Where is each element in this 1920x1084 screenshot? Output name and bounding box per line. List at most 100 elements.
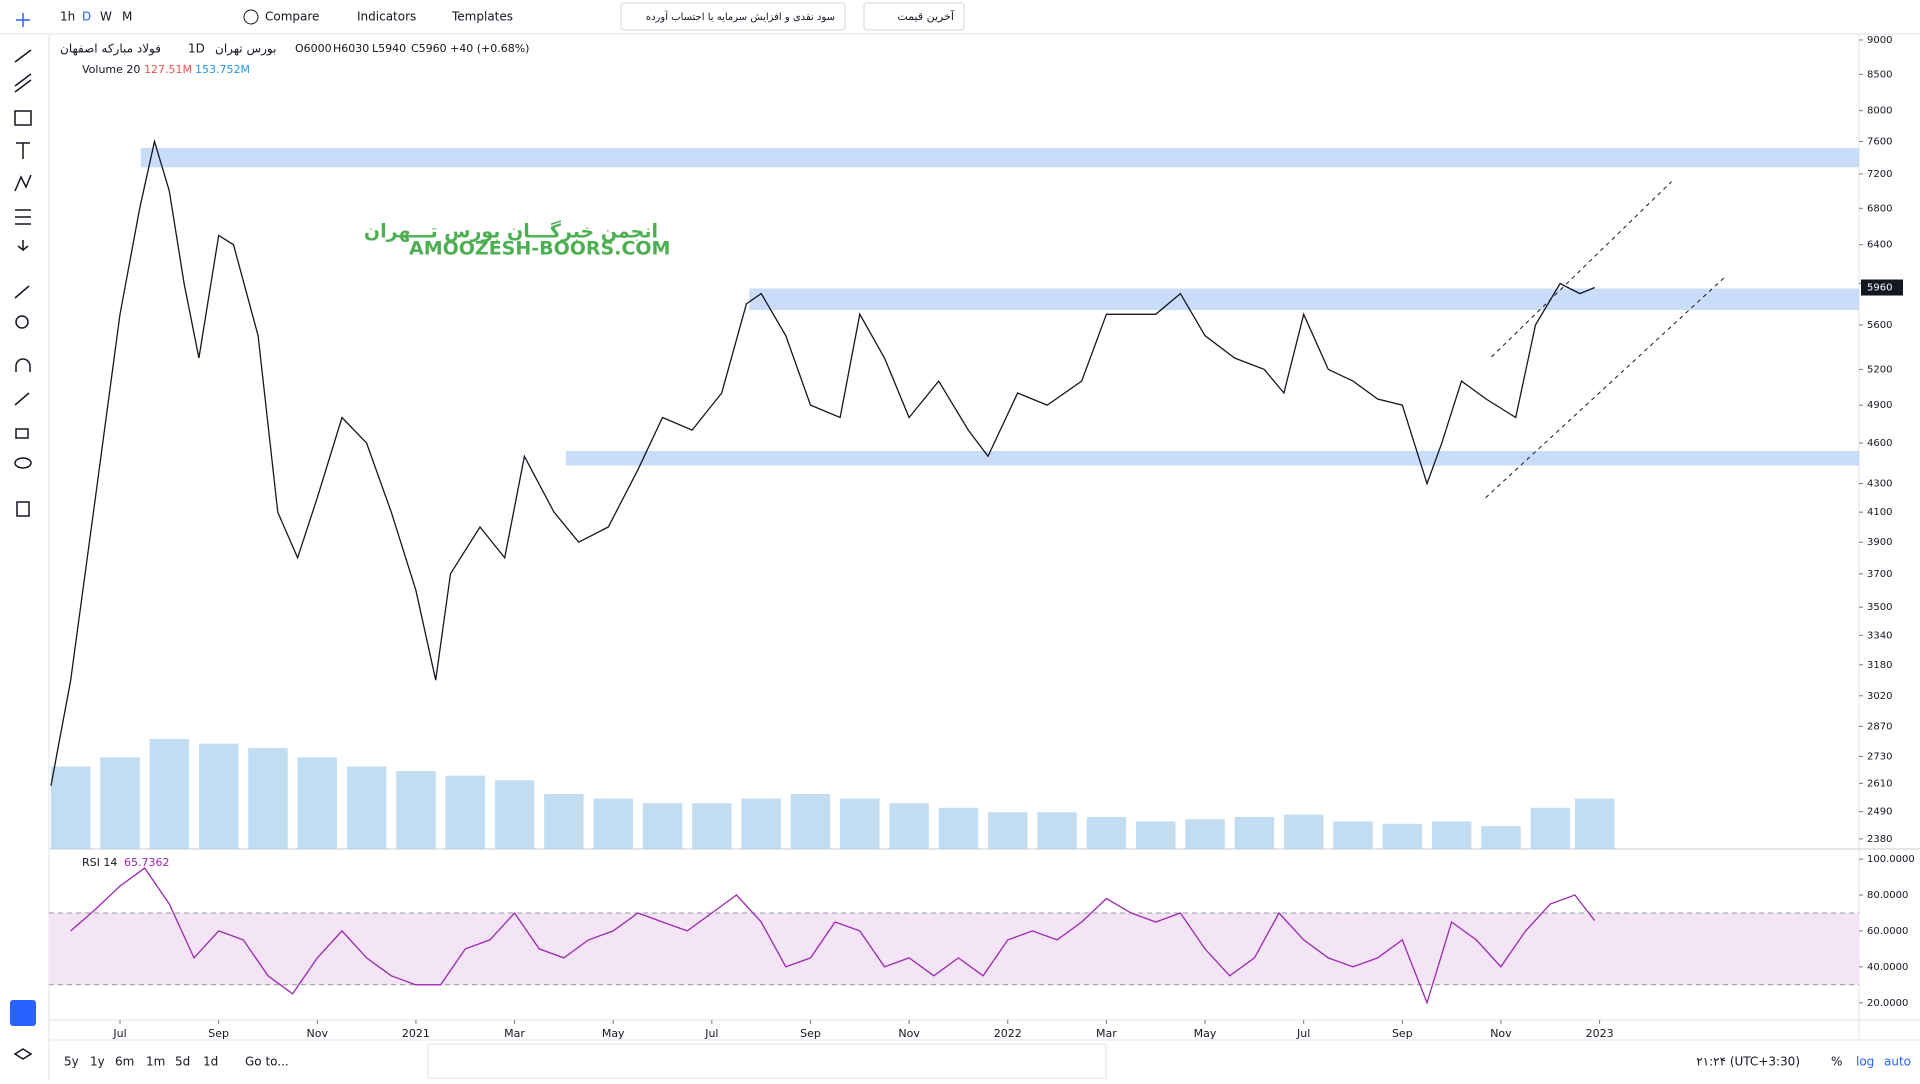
y-tick-label: 3900	[1867, 537, 1892, 548]
volume-bar	[1135, 821, 1176, 849]
range-button[interactable]: 5y	[64, 1055, 79, 1069]
cursor-tool[interactable]	[16, 13, 30, 27]
x-tick-label: Sep	[800, 1027, 821, 1040]
hide-tool[interactable]	[14, 457, 32, 469]
layers-tool[interactable]	[13, 1048, 33, 1060]
dividend-option: سود نقدی و افزایش سرمایه با احتساب آورده	[646, 10, 835, 23]
volume-bar	[840, 798, 880, 849]
volume-bar	[988, 812, 1028, 849]
rsi-tick-label: 40.0000	[1867, 962, 1908, 973]
templates-button[interactable]: Templates	[451, 10, 513, 24]
volume-bar	[248, 748, 288, 849]
volume-bar	[1234, 816, 1275, 849]
interval-button[interactable]: M	[122, 10, 132, 24]
x-tick-label: Jul	[1296, 1027, 1310, 1040]
top-toolbar	[0, 0, 1920, 34]
symbol-exchange: بورس تهران	[215, 42, 276, 57]
volume-title: Volume 20	[82, 63, 140, 76]
range-button[interactable]: 1d	[203, 1055, 218, 1069]
dividend-dropdown[interactable]	[620, 2, 846, 31]
auto-button[interactable]: auto	[1884, 1055, 1911, 1069]
volume-bar	[593, 798, 633, 849]
log-button[interactable]: log	[1856, 1055, 1874, 1069]
y-tick-label: 3700	[1867, 569, 1892, 580]
volume-bar	[1185, 819, 1225, 849]
goto-button[interactable]: Go to...	[245, 1055, 289, 1069]
range-button[interactable]: 1y	[90, 1055, 105, 1069]
zoom-tool[interactable]	[15, 315, 29, 329]
y-tick-label: 2610	[1867, 778, 1892, 789]
x-tick-label: Sep	[1392, 1027, 1413, 1040]
y-tick-label: 5600	[1867, 320, 1892, 331]
prediction-tool[interactable]	[15, 209, 31, 225]
price-dropdown[interactable]	[863, 2, 965, 31]
y-tick-label: 2490	[1867, 807, 1892, 818]
y-tick-label: 7200	[1867, 169, 1892, 180]
y-tick-label: 3180	[1867, 660, 1892, 671]
delete-tool[interactable]	[16, 501, 30, 517]
clock: ۲۱:۲۴ (UTC+3:30)	[1696, 1055, 1800, 1069]
x-tick-label: Mar	[504, 1027, 525, 1040]
rsi-band	[49, 912, 1859, 985]
rsi-title: RSI 14	[82, 856, 117, 869]
rsi-tick-label: 100.0000	[1867, 854, 1915, 865]
volume-bar	[790, 794, 831, 849]
y-tick-label: 2870	[1867, 721, 1892, 732]
y-tick-label: 3020	[1867, 691, 1892, 702]
x-tick-label: 2023	[1586, 1027, 1614, 1040]
range-button[interactable]: 5d	[175, 1055, 190, 1069]
y-tick-label: 2380	[1867, 834, 1892, 845]
volume-bar	[938, 807, 979, 849]
pattern-tool[interactable]	[14, 174, 32, 192]
draw-mode-tool[interactable]	[14, 392, 30, 406]
y-tick-label: 6800	[1867, 203, 1892, 214]
range-button[interactable]: 6m	[115, 1055, 134, 1069]
favorite-tool[interactable]	[10, 1000, 36, 1026]
zone	[749, 288, 1860, 311]
compare-button[interactable]: Compare	[265, 10, 319, 24]
volume-bar	[1037, 812, 1077, 849]
arrow-tool[interactable]	[17, 240, 29, 252]
price-line	[50, 138, 1595, 786]
percent-button[interactable]: %	[1831, 1055, 1842, 1069]
volume-bar	[494, 780, 535, 849]
symbol-name: فولاد مبارکه اصفهان	[60, 42, 161, 57]
volume-bar	[642, 803, 683, 849]
x-tick-label: 2022	[994, 1027, 1022, 1040]
interval-button[interactable]: 1h	[60, 10, 75, 24]
interval-button[interactable]: D	[82, 10, 91, 24]
watermark-title: انجمن خبرگـــان بورس تـــهران	[364, 220, 658, 243]
ohlc-low: L5940	[372, 42, 406, 55]
text-tool[interactable]	[16, 142, 30, 159]
x-tick-label: May	[1194, 1027, 1217, 1040]
y-tick-label: 4600	[1867, 438, 1892, 449]
indicators-button[interactable]: Indicators	[357, 10, 416, 24]
shape-tool[interactable]	[14, 110, 32, 126]
volume-bar	[692, 803, 732, 849]
compare-icon	[243, 9, 259, 25]
magnet-tool[interactable]	[15, 358, 31, 372]
plot: 9000850080007600720068006400600056005200…	[49, 35, 1915, 1040]
interval-button[interactable]: W	[100, 10, 112, 24]
zone	[140, 147, 1860, 168]
ruler-tool[interactable]	[14, 285, 30, 299]
volume-bar	[1086, 816, 1127, 849]
pitchfork-tool[interactable]	[14, 73, 32, 93]
x-tick-label: May	[602, 1027, 625, 1040]
range-button[interactable]: 1m	[146, 1055, 165, 1069]
y-tick-label: 3340	[1867, 630, 1892, 641]
y-tick-label: 4100	[1867, 507, 1892, 518]
ohlc-high: H6030	[333, 42, 369, 55]
y-tick-label: 3500	[1867, 602, 1892, 613]
x-tick-label: Nov	[898, 1027, 920, 1040]
rsi-value: 65.7362	[124, 856, 170, 869]
volume-bar	[1574, 798, 1615, 849]
volume-bar	[346, 766, 387, 849]
x-tick-label: Nov	[307, 1027, 329, 1040]
trend-line-tool[interactable]	[14, 49, 32, 63]
lock-tool[interactable]	[15, 428, 29, 439]
last-price-box	[1861, 279, 1903, 296]
y-tick-label: 4900	[1867, 400, 1892, 411]
